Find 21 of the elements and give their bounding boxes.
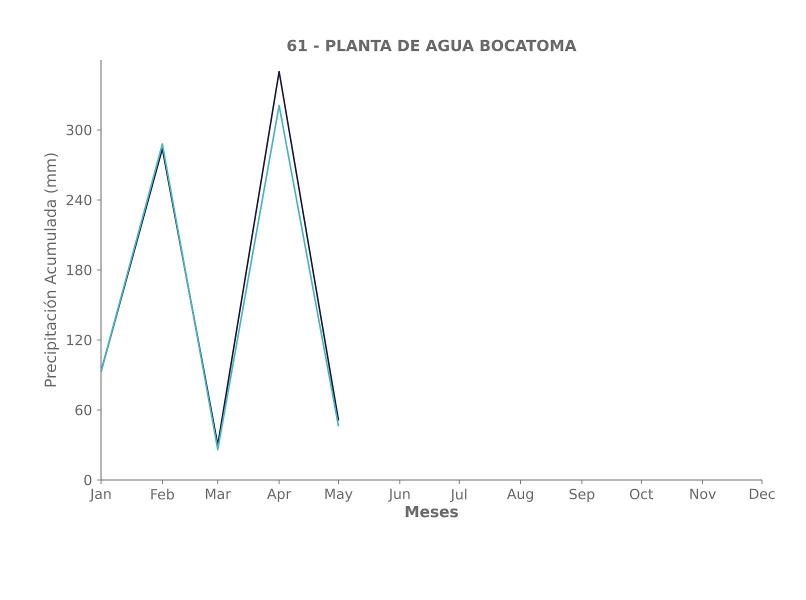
x-tick-label: Aug [507,488,533,502]
y-tick-label: 60 [75,404,92,416]
x-tick-label: Feb [151,488,174,500]
x-tick-label: Dec [750,488,775,500]
y-tick-label: 300 [66,124,92,136]
x-tick-label: Oct [630,488,654,500]
y-tick-label: 120 [67,334,92,346]
x-tick-label: Jul [450,488,466,502]
x-tick-label: Apr [267,488,292,502]
x-tick-label: Nov [690,488,716,500]
x-tick-label: May [325,488,353,502]
x-axis-title: Meses [406,506,458,518]
x-tick-label: Sep [570,488,594,502]
x-tick-label: Jan [89,488,111,502]
y-tick-label: 240 [66,194,92,206]
x-tick-label: Mar [206,488,231,500]
y-axis-title: Precipitación Acumulada (mm) [44,153,60,386]
y-tick-label: 180 [67,264,92,276]
chart-title: 61 - PLANTA DE AGUA BOCATOMA [287,40,576,52]
y-tick-label: 0 [84,474,92,486]
x-tick-label: Jun [388,488,410,502]
